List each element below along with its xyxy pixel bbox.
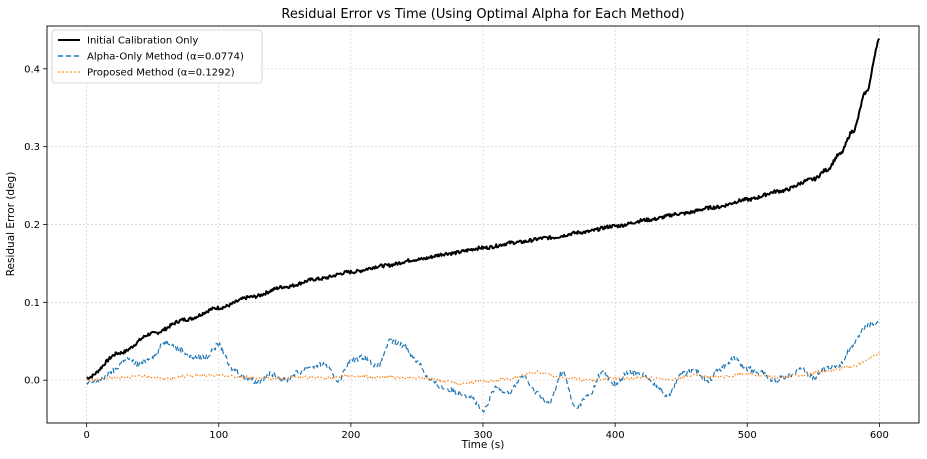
legend: Initial Calibration Only Alpha-Only Meth… [51, 29, 263, 84]
y-tick-label: 0.0 [24, 376, 40, 387]
y-gridlines [47, 68, 919, 381]
initial-calibration-line [86, 37, 881, 380]
alpha-only-line [86, 321, 880, 413]
y-tick-label: 0.3 [24, 142, 40, 153]
x-tick-label: 200 [341, 430, 360, 441]
legend-label-initial: Initial Calibration Only [87, 36, 198, 47]
series-layer [86, 37, 881, 413]
y-axis-ticks: 0.0 0.1 0.2 0.3 0.4 [24, 64, 47, 387]
x-tick-label: 400 [606, 430, 625, 441]
chart-title: Residual Error vs Time (Using Optimal Al… [281, 7, 684, 22]
x-tick-label: 500 [738, 430, 757, 441]
x-axis-ticks: 0 100 200 300 400 500 600 [83, 423, 889, 441]
x-tick-label: 100 [209, 430, 228, 441]
x-tick-label: 600 [870, 430, 889, 441]
x-tick-label: 300 [473, 430, 492, 441]
y-tick-label: 0.1 [24, 298, 40, 309]
legend-label-proposed: Proposed Method (α=0.1292) [87, 68, 235, 79]
y-tick-label: 0.2 [24, 220, 40, 231]
legend-box [51, 29, 263, 84]
legend-label-alpha: Alpha-Only Method (α=0.0774) [87, 52, 244, 63]
x-tick-label: 0 [83, 430, 89, 441]
y-axis-label: Residual Error (deg) [5, 172, 17, 277]
y-tick-label: 0.4 [24, 64, 40, 75]
x-axis-label: Time (s) [461, 439, 505, 451]
